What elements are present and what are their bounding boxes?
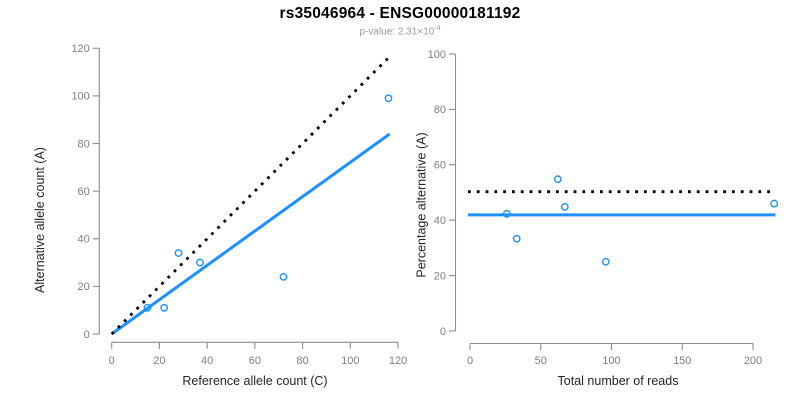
data-point (512, 234, 521, 243)
y-tick-label: 60 (78, 186, 90, 198)
x-tick-label: 150 (673, 355, 691, 367)
x-tick-label: 50 (535, 355, 547, 367)
identity-1to1-line (110, 54, 392, 335)
pct-vs-total-scatter-panel: 0 20 40 60 80 100 0 50 100 150 200 Total number of … (415, 49, 779, 388)
data-point (279, 272, 288, 281)
y-tick-label: 80 (78, 138, 90, 150)
fitted-allelic-ratio-line (110, 132, 391, 336)
x-tick-label: 200 (744, 355, 762, 367)
x-tick-label: 80 (296, 355, 308, 367)
pvalue-exponent: -4 (434, 25, 441, 32)
x-tick-label: 100 (602, 355, 620, 367)
data-point (174, 249, 183, 257)
y-tick-label: 0 (440, 326, 446, 338)
data-point (770, 199, 779, 208)
x-tick-label: 60 (249, 355, 261, 367)
y-tick-label: 40 (434, 215, 446, 227)
data-point (502, 209, 511, 218)
data-point (553, 175, 562, 184)
x-tick-label: 100 (341, 355, 359, 367)
y-tick-label: 80 (434, 104, 446, 116)
y-tick-label: 100 (428, 49, 446, 61)
x-axis-title: Total number of reads (558, 374, 679, 388)
y-tick-label: 60 (434, 160, 446, 172)
x-tick-label: 120 (389, 355, 407, 367)
x-tick-label: 40 (201, 355, 213, 367)
y-tick-label: 0 (84, 329, 90, 341)
x-tick-label: 0 (109, 355, 115, 367)
y-axis-title: Alternative allele count (A) (33, 147, 47, 293)
data-point (384, 94, 393, 103)
y-tick-label: 120 (71, 43, 89, 55)
x-tick-label: 0 (467, 355, 473, 367)
data-point (196, 258, 204, 267)
pvalue-text: p-value: 2.31×10 (359, 26, 435, 38)
y-tick-label: 40 (78, 234, 90, 246)
figure-title: rs35046964 - ENSG00000181192 (279, 5, 521, 22)
data-point (601, 257, 610, 266)
figure-header: rs35046964 - ENSG00000181192 p-value: 2.… (0, 0, 800, 37)
figure-subtitle: p-value: 2.31×10-4 (0, 25, 800, 37)
data-point (160, 303, 169, 312)
y-tick-label: 20 (434, 270, 446, 282)
y-axis-title: Percentage alternative (A) (415, 132, 429, 277)
y-tick-label: 20 (78, 281, 90, 293)
x-axis-title: Reference allele count (C) (182, 374, 327, 388)
data-point (560, 203, 569, 211)
data-point (143, 303, 152, 312)
x-tick-label: 20 (153, 355, 165, 367)
y-tick-label: 100 (71, 91, 89, 103)
ref-vs-alt-scatter-panel: 0 20 40 60 80 100 120 0 20 40 60 80 100 120 Reference … (33, 43, 407, 388)
